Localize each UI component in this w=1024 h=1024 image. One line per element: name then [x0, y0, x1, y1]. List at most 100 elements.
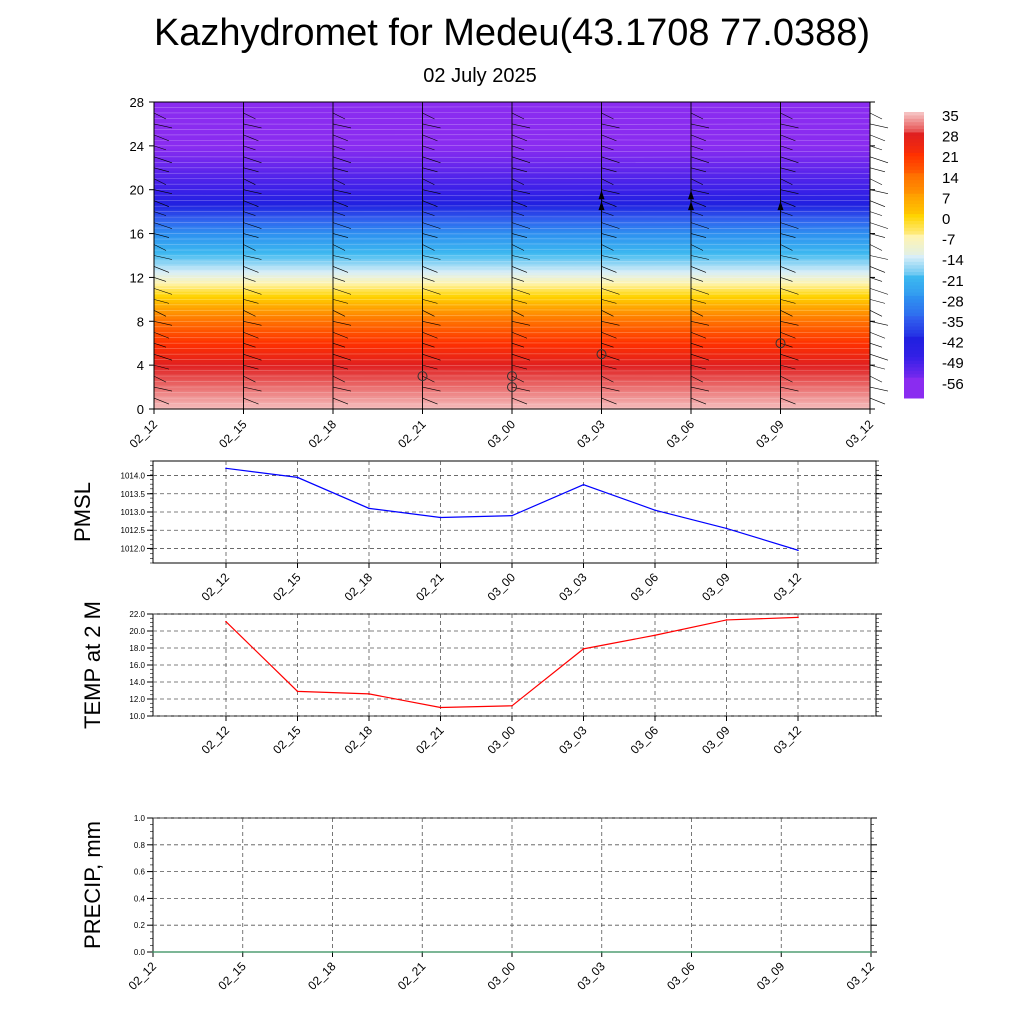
- wind-barb: [422, 200, 438, 207]
- colorbar-swatch: [904, 227, 924, 232]
- colorbar-swatch: [904, 203, 924, 208]
- wind-barb: [332, 222, 352, 229]
- wind-barb: [511, 320, 531, 326]
- y-tick-label: 12.0: [129, 695, 145, 704]
- colorbar-swatch: [904, 176, 924, 181]
- wind-barb: [511, 375, 525, 383]
- wind-barb: [869, 310, 883, 317]
- colorbar-swatch: [904, 353, 924, 358]
- wind-barb: [601, 200, 617, 207]
- wind-barb: [153, 342, 167, 348]
- wind-barb: [780, 320, 799, 326]
- x-tick-label: 02_18: [342, 723, 376, 757]
- x-tick-label: 02_12: [127, 417, 161, 451]
- wind-barb: [780, 156, 799, 164]
- y-tick-label: 20: [130, 183, 144, 198]
- wind-barb: [422, 233, 438, 238]
- wind-barb: [332, 244, 346, 251]
- x-tick-label: 02_18: [306, 417, 340, 451]
- x-tick-label: 02_15: [270, 723, 304, 757]
- wind-barb: [153, 364, 170, 370]
- wind-barb: [690, 299, 707, 304]
- wind-barb: [511, 364, 528, 370]
- wind-barb: [511, 397, 528, 405]
- colorbar-swatch: [904, 186, 924, 191]
- data-point: [439, 706, 442, 709]
- colorbar-swatch: [904, 346, 924, 351]
- x-tick-label: 03_03: [574, 959, 608, 993]
- wind-barb: [332, 320, 352, 326]
- cloud-circle-symbol: [775, 338, 786, 349]
- wind-barb: [690, 233, 707, 238]
- colorbar-swatch: [904, 248, 924, 253]
- colorbar-swatch: [904, 210, 924, 215]
- y-tick-label: 8: [137, 314, 144, 329]
- colorbar-swatch: [904, 258, 924, 263]
- wind-barb: [422, 342, 435, 348]
- wind-barb: [153, 200, 170, 207]
- colorbar-swatch: [904, 292, 924, 297]
- wind-barb: [332, 299, 349, 304]
- wind-barb: [869, 222, 889, 229]
- wind-barb: [243, 331, 259, 339]
- wind-barb: [601, 397, 617, 405]
- y-tick-label: 1012.5: [121, 526, 146, 535]
- wind-barb: [690, 266, 707, 273]
- x-tick-label: 03_12: [771, 570, 805, 604]
- colorbar-swatch: [904, 169, 924, 174]
- wind-barb: [601, 178, 614, 186]
- x-tick-label: 02_15: [216, 417, 250, 451]
- wind-barb: [243, 156, 262, 164]
- colorbar-swatch: [904, 122, 924, 127]
- wind-barb: [243, 353, 262, 361]
- wind-barb: [690, 123, 710, 129]
- colorbar-swatch: [904, 132, 924, 137]
- colorbar-swatch: [904, 312, 924, 317]
- colorbar-swatch: [904, 129, 924, 133]
- wind-barb: [690, 189, 710, 195]
- wind-barb: [422, 266, 438, 273]
- wind-barb: [690, 145, 704, 151]
- x-tick-label: 02_12: [199, 723, 233, 757]
- wind-barb: [601, 386, 620, 392]
- colorbar-swatch: [904, 336, 924, 341]
- wind-barb: [422, 353, 441, 361]
- triangle-symbol: [598, 190, 605, 200]
- y-tick-label: 1012.0: [121, 544, 146, 553]
- wind-barb: [422, 244, 435, 251]
- wind-barb: [511, 342, 525, 348]
- wind-barb: [243, 320, 262, 326]
- chart-title: Kazhydromet for Medeu(43.1708 77.0388): [153, 12, 871, 54]
- wind-barb: [869, 364, 886, 370]
- wind-barb: [869, 277, 883, 282]
- x-tick-label: 03_09: [699, 723, 733, 757]
- wind-barb: [601, 277, 614, 282]
- data-point: [582, 648, 585, 650]
- wind-barb: [869, 375, 883, 383]
- wind-barb: [332, 342, 346, 348]
- data-point: [152, 951, 154, 953]
- colorbar-swatch: [904, 302, 924, 307]
- colorbar-label: 7: [942, 190, 950, 207]
- colorbar-swatch: [904, 159, 924, 164]
- wind-barb: [690, 222, 710, 229]
- x-tick-label: 03_12: [844, 959, 878, 993]
- wind-barb: [601, 211, 614, 216]
- triangle-symbol: [688, 201, 694, 211]
- y-axis-label: PRECIP, mm: [80, 821, 105, 949]
- wind-barb: [243, 266, 259, 273]
- x-tick-label: 03_03: [556, 723, 590, 757]
- wind-barb: [690, 156, 710, 164]
- colorbar-label: -56: [942, 376, 964, 393]
- y-tick-label: 18.0: [129, 644, 145, 653]
- colorbar-swatch: [904, 163, 924, 167]
- colorbar-swatch: [904, 309, 924, 314]
- x-tick-label: 03_00: [485, 417, 519, 451]
- data-point: [225, 467, 227, 470]
- colorbar-label: -7: [942, 232, 955, 249]
- wind-barb: [780, 386, 799, 392]
- y-tick-label: 1013.0: [121, 508, 146, 517]
- wind-barb: [153, 386, 173, 392]
- colorbar-swatch: [904, 316, 924, 321]
- wind-barb: [601, 266, 617, 273]
